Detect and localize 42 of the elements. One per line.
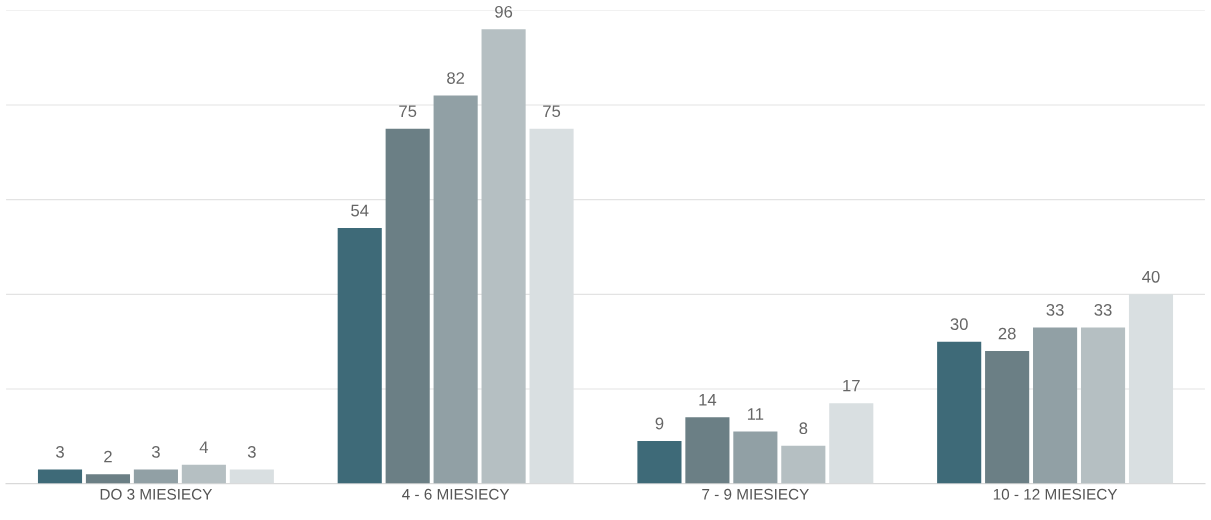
bar — [433, 95, 478, 484]
x-tick-label: DO 3 MIESIECY — [100, 488, 213, 500]
data-label: 40 — [1142, 270, 1160, 283]
data-label: 33 — [1046, 304, 1064, 316]
x-tick-label: 7 - 9 MIESIECY — [702, 488, 809, 500]
bar — [1033, 327, 1078, 484]
bar — [229, 469, 274, 484]
data-label: 14 — [699, 394, 717, 406]
bar — [733, 431, 778, 484]
bar — [481, 29, 526, 484]
bar — [385, 128, 430, 484]
data-label: 9 — [655, 417, 664, 430]
bar — [85, 474, 131, 484]
data-label: 8 — [799, 422, 808, 435]
data-label: 4 — [199, 441, 209, 453]
bar — [685, 417, 730, 484]
data-label: 75 — [543, 105, 561, 118]
data-label: 33 — [1094, 304, 1112, 316]
x-tick-label: 10 - 12 MIESIECY — [993, 488, 1118, 500]
data-label: 54 — [351, 204, 369, 217]
bar — [937, 341, 982, 484]
data-label: 82 — [447, 72, 465, 84]
data-label: 28 — [998, 327, 1016, 340]
bar — [781, 445, 826, 484]
data-label: 3 — [247, 445, 256, 458]
data-label: 30 — [950, 318, 968, 331]
data-label: 3 — [56, 445, 64, 458]
data-label: 11 — [747, 408, 764, 420]
data-label: 96 — [495, 5, 513, 18]
bar — [133, 469, 178, 484]
x-tick-label: 4 - 6 MIESIECY — [402, 488, 510, 500]
data-label: 75 — [399, 105, 417, 118]
bar — [37, 469, 83, 484]
data-label: 17 — [843, 379, 860, 392]
bar — [637, 441, 682, 484]
bar — [1080, 327, 1126, 484]
bar — [985, 351, 1030, 484]
data-label: 3 — [151, 445, 160, 458]
bar — [829, 403, 874, 484]
data-label: 2 — [104, 450, 112, 463]
bar — [337, 228, 382, 484]
bar — [181, 464, 226, 484]
